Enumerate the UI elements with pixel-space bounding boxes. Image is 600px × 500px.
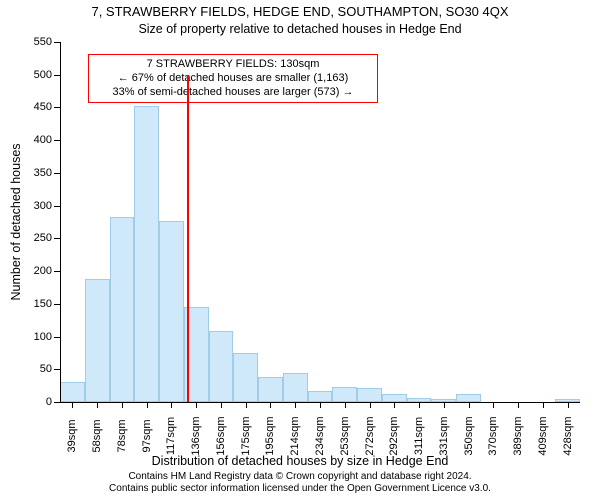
chart-subtitle: Size of property relative to detached ho…	[0, 22, 600, 36]
y-tick	[54, 206, 60, 207]
y-axis-label: Number of detached houses	[9, 143, 23, 300]
y-tick-label: 0	[28, 396, 52, 408]
histogram-bar	[382, 394, 407, 402]
y-tick-label: 250	[28, 232, 52, 244]
x-tick	[122, 402, 123, 408]
x-tick	[270, 402, 271, 408]
y-tick-label: 450	[28, 101, 52, 113]
x-tick	[518, 402, 519, 408]
x-tick-label: 156sqm	[215, 416, 227, 455]
x-tick-label: 78sqm	[116, 419, 128, 452]
x-tick-label: 409sqm	[537, 416, 549, 455]
info-line-2: ← 67% of detached houses are smaller (1,…	[97, 72, 369, 86]
y-tick-label: 500	[28, 69, 52, 81]
x-tick	[370, 402, 371, 408]
x-tick-label: 234sqm	[314, 416, 326, 455]
x-tick	[493, 402, 494, 408]
x-tick-label: 39sqm	[66, 419, 78, 452]
x-tick-label: 97sqm	[141, 419, 153, 452]
histogram-bar	[85, 279, 110, 402]
y-tick-label: 50	[28, 363, 52, 375]
x-tick-label: 331sqm	[438, 416, 450, 455]
histogram-bar	[332, 387, 357, 402]
y-tick-label: 200	[28, 265, 52, 277]
x-tick	[419, 402, 420, 408]
x-tick-label: 58sqm	[91, 419, 103, 452]
y-tick	[54, 271, 60, 272]
x-tick-label: 292sqm	[388, 416, 400, 455]
y-tick	[54, 238, 60, 239]
x-tick	[444, 402, 445, 408]
chart-container: 7, STRAWBERRY FIELDS, HEDGE END, SOUTHAM…	[0, 0, 600, 500]
x-tick-label: 311sqm	[413, 417, 425, 455]
x-tick-label: 175sqm	[240, 416, 252, 455]
histogram-bar	[209, 331, 234, 402]
y-tick-label: 400	[28, 134, 52, 146]
histogram-bar	[357, 388, 382, 402]
x-tick-label: 389sqm	[512, 416, 524, 455]
y-tick-label: 150	[28, 298, 52, 310]
histogram-bar	[60, 382, 85, 402]
x-tick	[221, 402, 222, 408]
histogram-bar	[283, 373, 308, 402]
y-axis	[60, 42, 61, 402]
x-tick-label: 272sqm	[364, 416, 376, 455]
y-tick	[54, 140, 60, 141]
x-tick	[320, 402, 321, 408]
x-tick-label: 253sqm	[339, 416, 351, 455]
footer: Contains HM Land Registry data © Crown c…	[0, 471, 600, 495]
y-tick	[54, 304, 60, 305]
x-tick-label: 350sqm	[463, 416, 475, 455]
y-tick-label: 300	[28, 200, 52, 212]
x-tick	[543, 402, 544, 408]
histogram-bar	[233, 353, 258, 402]
x-tick	[246, 402, 247, 408]
x-tick-label: 195sqm	[264, 416, 276, 455]
footer-line-2: Contains public sector information licen…	[0, 483, 600, 495]
y-tick	[54, 369, 60, 370]
x-tick	[394, 402, 395, 408]
x-tick-label: 136sqm	[190, 416, 202, 455]
footer-line-1: Contains HM Land Registry data © Crown c…	[0, 471, 600, 483]
info-line-3: 33% of semi-detached houses are larger (…	[97, 86, 369, 100]
y-tick-label: 100	[28, 331, 52, 343]
x-tick	[568, 402, 569, 408]
histogram-bar	[456, 394, 481, 402]
x-tick-label: 428sqm	[562, 416, 574, 455]
y-tick	[54, 337, 60, 338]
y-tick	[54, 75, 60, 76]
x-tick	[469, 402, 470, 408]
y-tick-label: 350	[28, 167, 52, 179]
y-tick-label: 550	[28, 36, 52, 48]
x-tick	[97, 402, 98, 408]
x-tick	[345, 402, 346, 408]
reference-line	[187, 75, 189, 402]
histogram-bar	[308, 391, 333, 402]
y-tick	[54, 402, 60, 403]
histogram-bar	[258, 377, 283, 402]
x-axis-label: Distribution of detached houses by size …	[0, 454, 600, 468]
x-tick-label: 370sqm	[487, 416, 499, 455]
info-line-1: 7 STRAWBERRY FIELDS: 130sqm	[97, 58, 369, 72]
x-tick	[171, 402, 172, 408]
histogram-bar	[159, 221, 184, 402]
x-tick-label: 214sqm	[289, 416, 301, 455]
x-tick	[196, 402, 197, 408]
x-tick	[147, 402, 148, 408]
histogram-bar	[110, 217, 135, 402]
x-tick-label: 117sqm	[165, 417, 177, 455]
x-tick	[295, 402, 296, 408]
x-tick	[72, 402, 73, 408]
y-tick	[54, 173, 60, 174]
y-tick	[54, 42, 60, 43]
chart-title: 7, STRAWBERRY FIELDS, HEDGE END, SOUTHAM…	[0, 4, 600, 19]
y-tick	[54, 107, 60, 108]
histogram-bar	[134, 106, 159, 402]
info-box: 7 STRAWBERRY FIELDS: 130sqm ← 67% of det…	[88, 54, 378, 103]
